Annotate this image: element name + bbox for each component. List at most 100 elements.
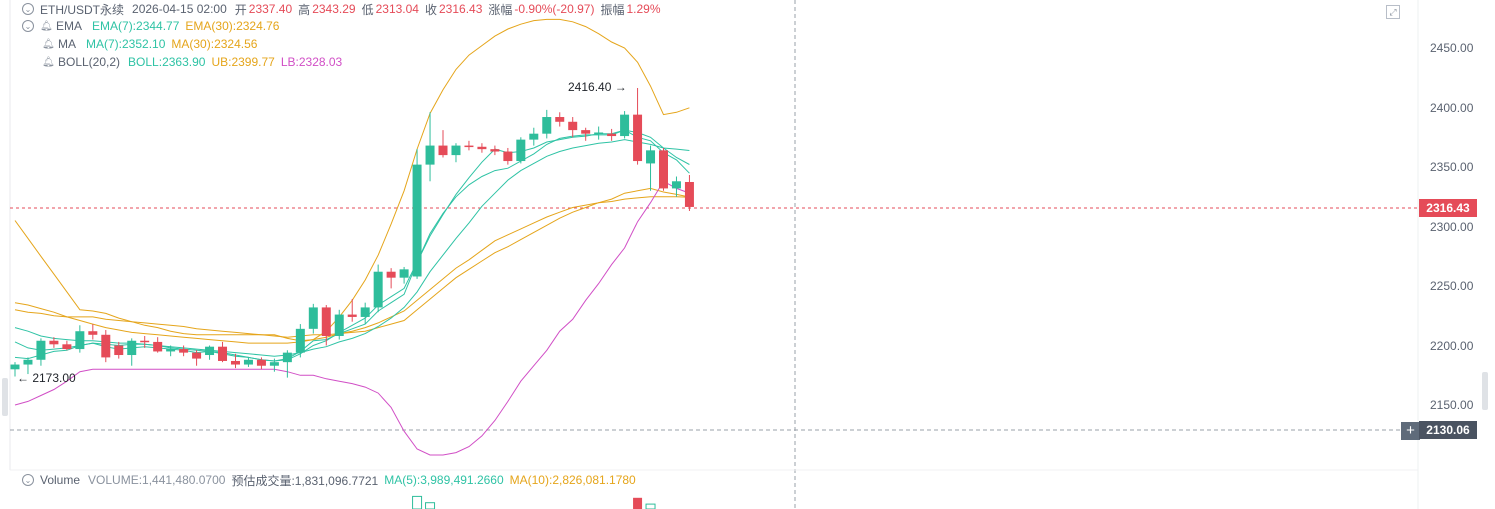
ma7-value: MA(7):2352.10 [86,37,166,51]
series-line-ma-7- [14,129,690,362]
ma30-value: MA(30):2324.56 [171,37,258,51]
candle [464,140,474,151]
ma-name: MA [58,37,76,51]
y-tick-label: 2350.00 [1430,160,1474,174]
close-value: 2316.43 [439,2,483,16]
candle [153,337,163,353]
high-price-marker: 2416.40 → [568,80,627,94]
fullscreen-icon[interactable]: ⤢ [1386,5,1400,19]
series-line-ema-7- [14,129,690,362]
crosshair-price-badge: 2130.06 [1419,421,1477,439]
series-line-lb [14,180,690,456]
candle [114,341,124,359]
boll-ub-value: UB:2399.77 [211,55,275,69]
candle-body [295,328,305,353]
candle-body [88,331,98,335]
candle-body [282,352,292,363]
left-scroll-handle[interactable] [2,378,8,416]
series-line-ma-30- [14,196,690,344]
candle [542,109,552,139]
volume-bars [412,495,656,509]
candle-body [412,164,422,277]
candle-body [166,349,176,352]
candle-body [347,314,357,317]
candle-body [101,334,111,358]
ema7-value: EMA(7):2344.77 [92,19,180,33]
add-alert-plus-icon[interactable]: + [1401,422,1420,440]
volume-name: Volume [40,473,81,487]
collapse-chevron-icon[interactable]: ⌄ [22,474,34,486]
candle-body [321,307,331,336]
candle-body [360,307,370,317]
candle-body [49,340,59,345]
candle-body [490,149,500,152]
candle-body [684,181,694,207]
candle [386,268,396,289]
volume-bar [425,502,436,509]
ohlc-legend: ⌄ ETH/USDT永续 2026-04-15 02:00 开 2337.40 … [22,1,667,17]
bell-icon[interactable]: 🔔︎ [42,56,55,68]
datetime-label: 2026-04-15 02:00 [132,2,227,16]
candle-body [477,146,487,150]
open-label: 开 [234,2,247,17]
candle [243,357,253,367]
candle [75,325,85,353]
candle [490,145,500,156]
symbol-label: ETH/USDT永续 [40,2,125,17]
candle [555,112,565,127]
candle [192,350,202,366]
y-tick-label: 2200.00 [1430,339,1474,353]
volume-ma10-value: MA(10):2,826,081.1780 [509,473,636,487]
candle-body [140,340,150,343]
candle-body [542,117,552,134]
candle [360,302,370,325]
candle-body [10,364,20,370]
bell-icon[interactable]: 🔔︎ [40,20,53,32]
candle-body [269,362,279,366]
candles [10,87,694,378]
series-line-boll [14,139,690,357]
candle-body [568,121,578,131]
candle [516,137,526,164]
high-value: 2343.29 [312,2,356,16]
volume-bar [645,503,656,509]
y-tick-label: 2450.00 [1430,41,1474,55]
bell-icon[interactable]: 🔔︎ [42,38,55,50]
candle-body [373,271,383,308]
collapse-chevron-icon[interactable]: ⌄ [22,20,34,32]
candle-body [23,359,33,365]
candle [23,357,33,375]
candle-body [581,130,591,134]
candle [659,147,668,191]
candle [321,305,331,346]
candle-body [555,117,565,122]
change-value: -0.90%(-20.97) [514,2,595,16]
candle-body [36,340,46,360]
right-scroll-handle[interactable] [1482,372,1488,410]
amplitude-value: 1.29% [626,2,661,16]
candle-body [620,114,630,137]
candle-body [438,145,448,156]
ema30-value: EMA(30):2324.76 [185,19,280,33]
candle [646,145,656,191]
candle-body [62,344,72,350]
candle-body [607,133,617,137]
candle-body [386,271,396,278]
ema-name: EMA [56,19,83,33]
candle-body [153,341,163,352]
candle-body [205,346,215,356]
y-tick-label: 2400.00 [1430,101,1474,115]
candle [671,176,681,197]
candle [477,143,487,153]
ema-legend: ⌄ 🔔︎ EMA EMA(7):2344.77 EMA(30):2324.76 [22,18,285,34]
candle-body [594,132,604,134]
candle-body [464,145,474,148]
candle [581,127,591,141]
candle [412,149,422,279]
candle-body [230,360,240,365]
collapse-chevron-icon[interactable]: ⌄ [22,3,34,15]
candle [62,340,72,351]
volume-bar [633,497,643,509]
candle-body [646,150,656,164]
